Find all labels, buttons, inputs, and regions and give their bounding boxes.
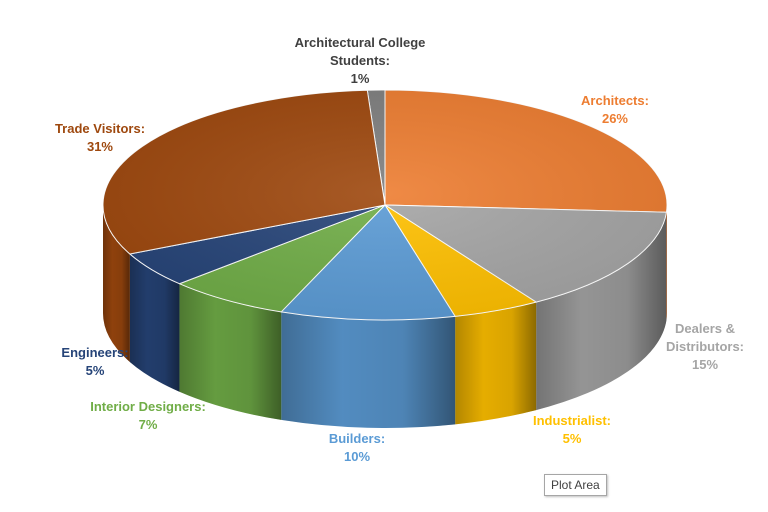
data-label-value: 5% — [562, 431, 582, 446]
pie-side-shade-industrialist — [455, 302, 537, 425]
data-label-value: 5% — [85, 363, 105, 378]
data-label-value: 26% — [601, 111, 629, 126]
data-label-engineers: Engineers: 5% — [61, 344, 128, 380]
data-label-value: 10% — [343, 449, 371, 464]
data-label-value: 7% — [138, 417, 158, 432]
data-label-interior-designers: Interior Designers: 7% — [90, 398, 206, 434]
data-label-name: Architects: — [581, 93, 649, 108]
pie-side-shade-builders — [281, 311, 456, 428]
data-label-name: Interior Designers: — [90, 399, 206, 414]
data-label-builders: Builders: 10% — [329, 430, 385, 466]
data-label-value: 15% — [691, 357, 719, 372]
data-label-dealers-distributors: Dealers & Distributors: 15% — [650, 320, 760, 374]
pie-side-shade-architects — [666, 205, 667, 321]
data-label-trade-visitors: Trade Visitors: 31% — [55, 120, 145, 156]
data-label-name: Industrialist: — [532, 413, 612, 428]
data-label-name: Trade Visitors: — [54, 121, 146, 136]
data-label-value: 1% — [350, 71, 370, 86]
data-label-name: Architectural College Students: — [294, 35, 426, 68]
data-label-industrialist: Industrialist: 5% — [533, 412, 611, 448]
data-label-name: Engineers: — [61, 345, 129, 360]
plot-area-tooltip: Plot Area — [544, 474, 607, 496]
data-label-architects: Architects: 26% — [581, 92, 649, 128]
data-label-value: 31% — [86, 139, 114, 154]
data-label-name: Dealers & Distributors: — [666, 321, 744, 354]
data-label-architectural-college-students: Architectural College Students: 1% — [285, 34, 435, 88]
data-label-name: Builders: — [328, 431, 386, 446]
